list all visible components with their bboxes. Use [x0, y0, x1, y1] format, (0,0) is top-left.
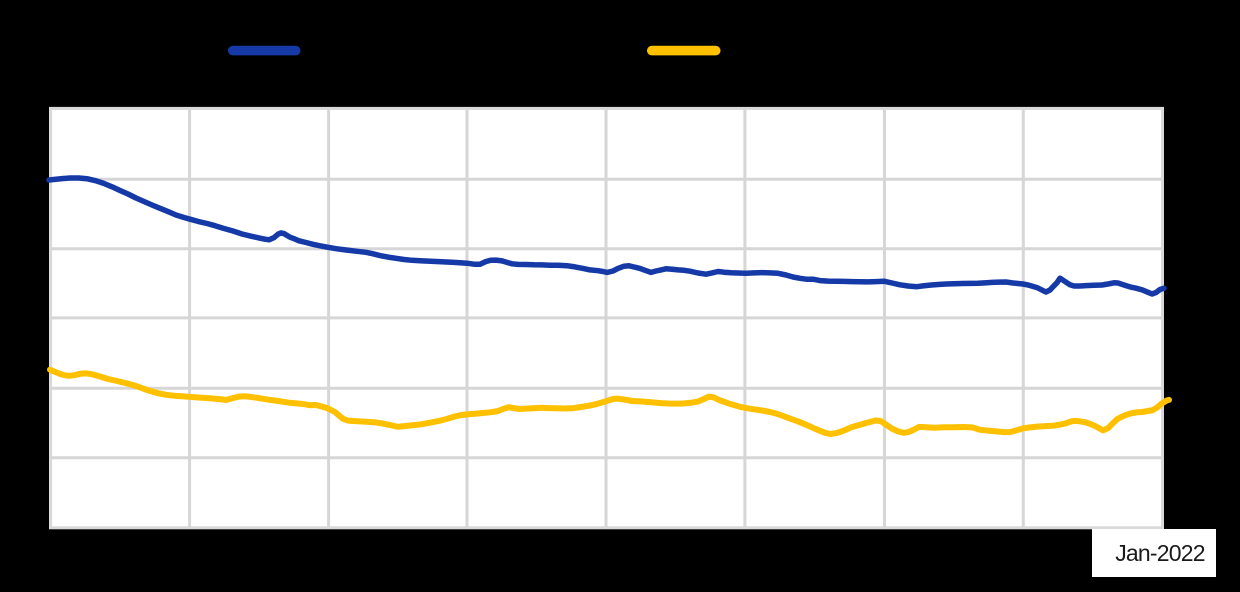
svg-text:Jan-2022: Jan-2022 [1115, 540, 1205, 566]
